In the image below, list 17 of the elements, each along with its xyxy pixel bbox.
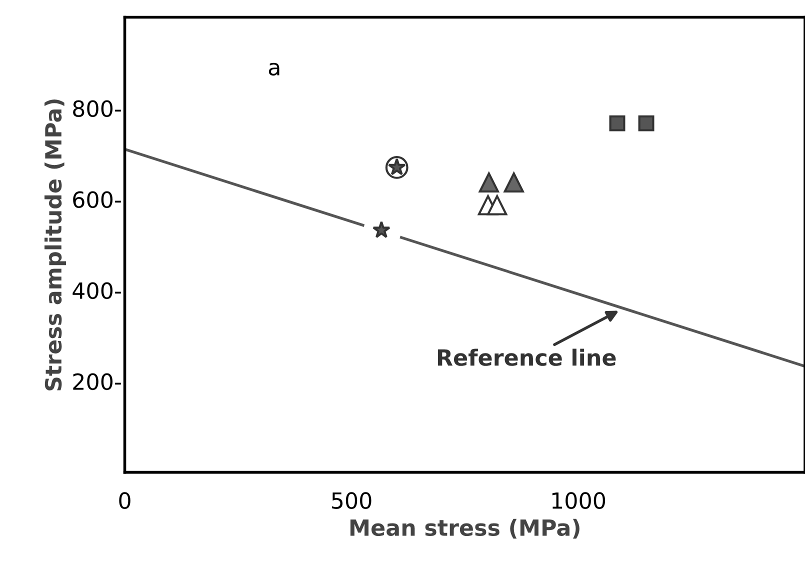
point (478, 172, 499, 193)
x-axis-title: Mean stress (MPa) (350, 518, 580, 539)
point (638, 115, 654, 132)
annotation: a (268, 62, 280, 76)
y-axis-title: Stress amplitude (MPa) (44, 99, 66, 390)
y-tick-label: 800- (73, 100, 121, 118)
x-tick-label: 1000 (552, 492, 606, 509)
annotation: Reference line (438, 348, 616, 366)
y-tick-label: 400- (72, 282, 121, 300)
point (609, 115, 626, 132)
y-tick-label: 600- (73, 191, 121, 208)
y-tick-label: 200- (73, 373, 121, 390)
point (504, 172, 524, 193)
point (372, 220, 390, 238)
x-tick-label: 0 (119, 492, 130, 509)
x-tick-label: 500 (332, 492, 372, 509)
point (487, 195, 508, 216)
